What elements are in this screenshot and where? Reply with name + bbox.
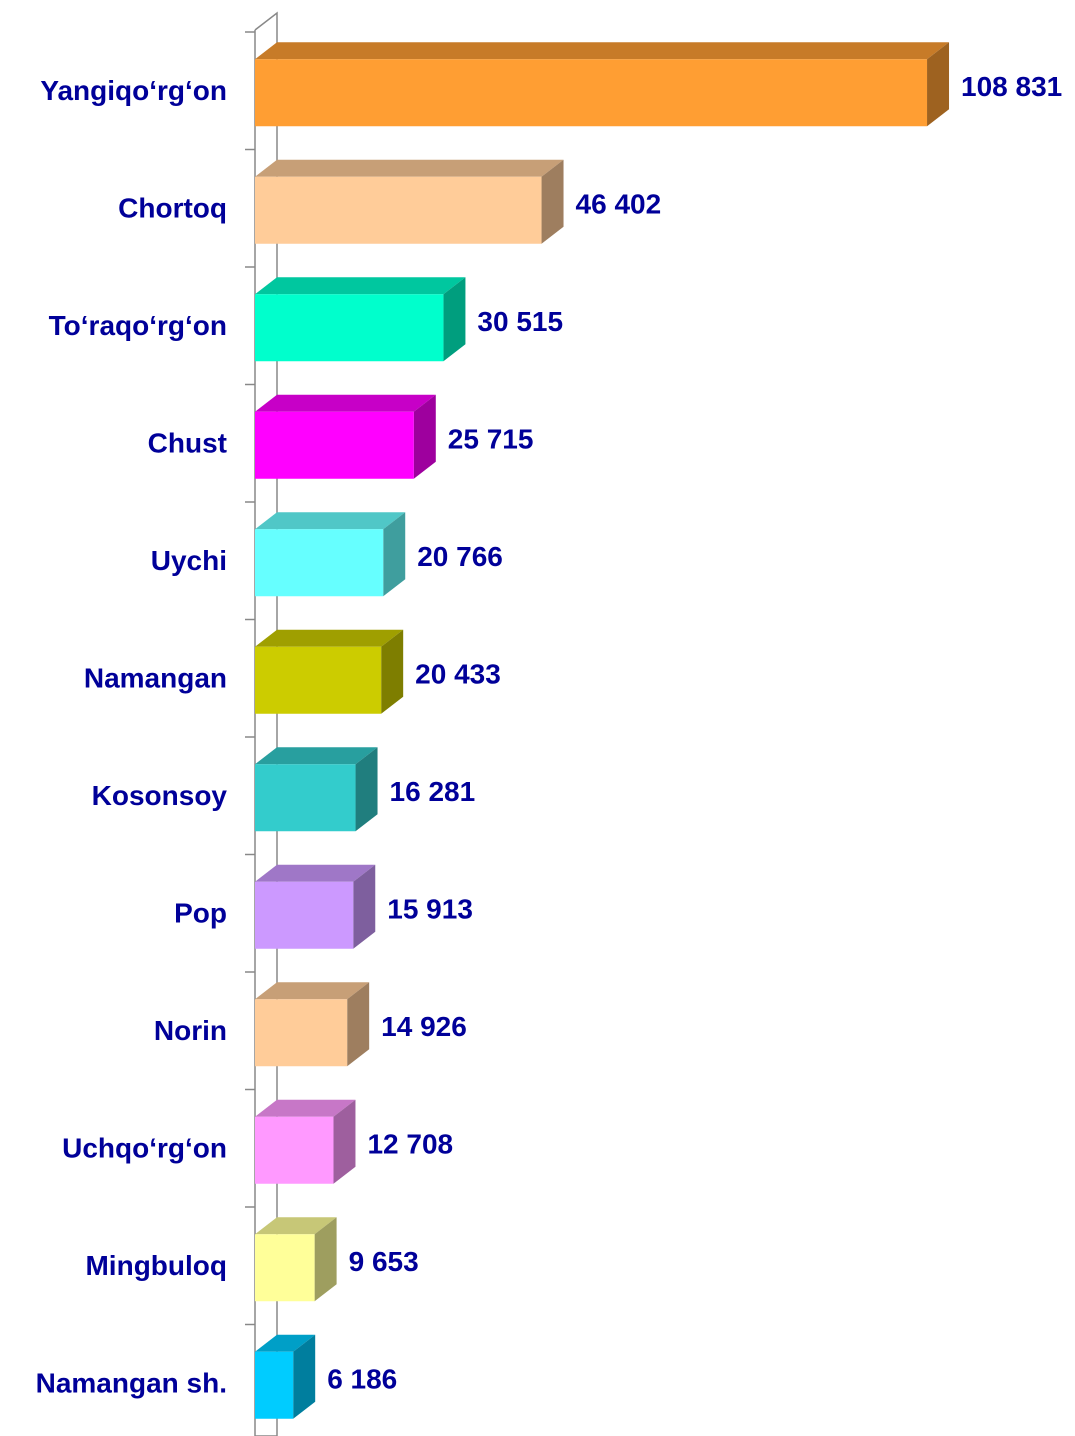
bar (255, 1334, 316, 1419)
bar-top (255, 277, 466, 295)
bar-top (255, 747, 378, 765)
bar (255, 864, 376, 949)
bar-side (413, 394, 436, 479)
bar-front (255, 411, 414, 479)
bar-front (255, 294, 444, 362)
bar-front (255, 646, 382, 714)
bar-front (255, 999, 348, 1067)
bar-top (255, 1099, 356, 1117)
bar-top (255, 1217, 337, 1235)
bar (255, 159, 564, 244)
category-label: Chortoq (118, 193, 227, 224)
category-label: Kosonsoy (92, 780, 228, 811)
value-label: 15 913 (387, 894, 473, 925)
value-label: 30 515 (477, 306, 563, 337)
category-label: Uychi (151, 545, 227, 576)
value-label: 14 926 (381, 1011, 467, 1042)
category-label: Namangan sh. (36, 1368, 227, 1399)
bar-side (927, 42, 950, 127)
bar (255, 277, 466, 362)
value-label: 108 831 (961, 71, 1062, 102)
bar-top (255, 1334, 316, 1352)
value-label: 12 708 (367, 1129, 453, 1160)
value-label: 25 715 (448, 424, 534, 455)
value-label: 20 766 (417, 541, 503, 572)
bar-side (541, 159, 564, 244)
bar (255, 42, 950, 127)
axis-wall (254, 11, 278, 1436)
bar (255, 394, 436, 479)
value-label: 6 186 (327, 1364, 397, 1395)
bar-front (255, 1234, 315, 1302)
bar-top (255, 629, 404, 647)
category-label: Uchqo‘rg‘on (62, 1133, 227, 1164)
bar-side (347, 982, 370, 1067)
value-label: 16 281 (390, 776, 476, 807)
bar-side (353, 864, 376, 949)
bar (255, 629, 404, 714)
bar-side (383, 512, 406, 597)
category-label: Chust (148, 428, 227, 459)
category-label: To‘raqo‘rg‘on (49, 310, 227, 341)
bar-top (255, 512, 406, 530)
bar (255, 747, 378, 832)
bar-top (255, 394, 436, 412)
category-label: Mingbuloq (85, 1250, 227, 1281)
bar-front (255, 881, 354, 949)
bar-front (255, 529, 384, 597)
bar-front (255, 176, 542, 244)
bar-front (255, 1351, 294, 1419)
bar (255, 512, 406, 597)
bar-front (255, 764, 356, 832)
category-label: Yangiqo‘rg‘on (40, 75, 227, 106)
bar (255, 1099, 356, 1184)
bar-front (255, 59, 928, 127)
bar-front (255, 1116, 334, 1184)
bar (255, 982, 370, 1067)
bar-top (255, 864, 376, 882)
value-label: 46 402 (576, 189, 662, 220)
bar-top (255, 42, 950, 60)
category-label: Norin (154, 1015, 227, 1046)
bar-top (255, 159, 564, 177)
bar-side (314, 1217, 337, 1302)
bar-side (333, 1099, 356, 1184)
bar-side (443, 277, 466, 362)
value-label: 20 433 (415, 659, 501, 690)
category-label: Namangan (84, 663, 227, 694)
category-label: Pop (174, 898, 227, 929)
bar-side (355, 747, 378, 832)
bar (255, 1217, 337, 1302)
bar-side (381, 629, 404, 714)
value-label: 9 653 (349, 1246, 419, 1277)
bar-side (293, 1334, 316, 1419)
bar-top (255, 982, 370, 1000)
